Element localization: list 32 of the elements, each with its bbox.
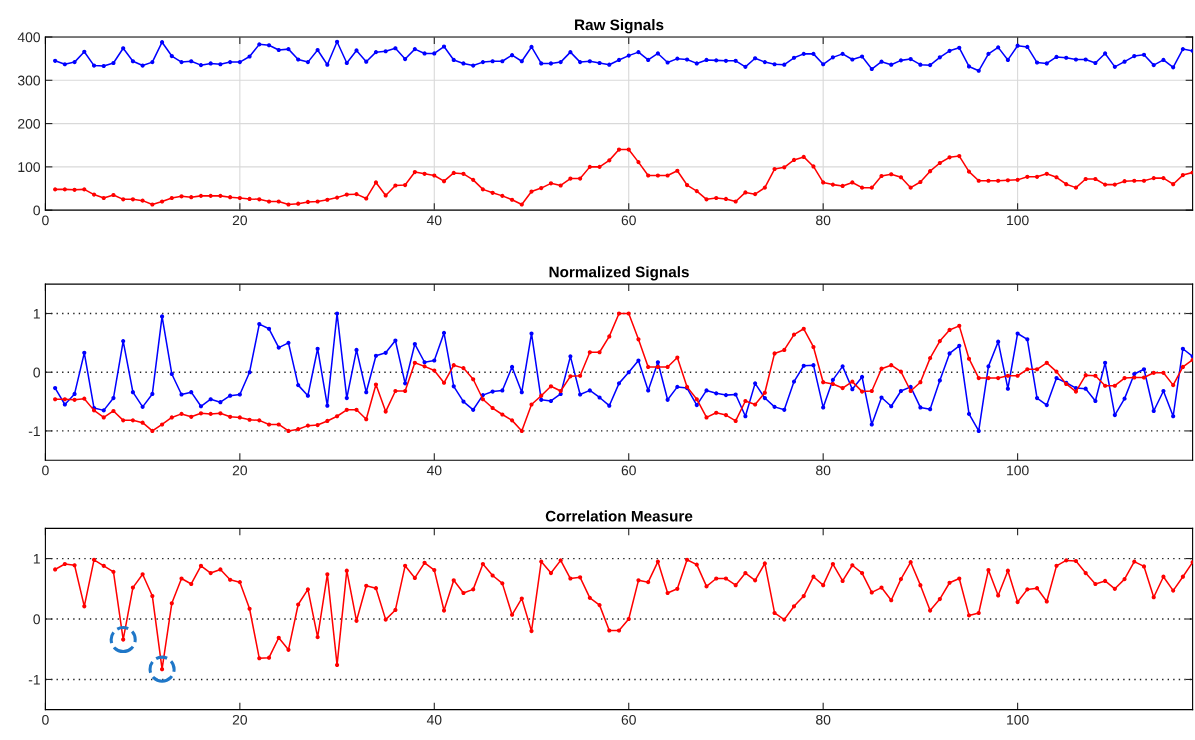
x-tick-label: 100	[1007, 714, 1029, 725]
x-tick-label: 20	[232, 465, 248, 476]
x-tick-label: 100	[1007, 215, 1029, 226]
y-tick-label: 1	[33, 554, 40, 564]
x-tick-label: 40	[426, 215, 442, 226]
x-tick-label: 80	[816, 714, 831, 725]
x-tick-label: 60	[621, 215, 636, 226]
y-tick-label: 0	[33, 205, 41, 216]
x-tick-label: 20	[232, 714, 248, 725]
y-tick-label: 0	[33, 614, 41, 625]
chart-title: Correlation Measure	[545, 510, 693, 522]
x-tick-label: 0	[42, 215, 49, 226]
x-tick-label: 80	[816, 465, 831, 476]
x-tick-label: 20	[232, 215, 248, 226]
x-tick-label: 0	[42, 714, 49, 725]
x-tick-label: 40	[426, 714, 442, 725]
x-tick-label: 60	[621, 714, 636, 725]
chart-title: Raw Signals	[575, 18, 664, 34]
y-tick-label: 400	[17, 32, 41, 43]
x-tick-label: 60	[621, 465, 636, 476]
y-tick-label: -1	[28, 426, 40, 436]
chart-title: Normalized Signals	[549, 266, 689, 281]
y-tick-label: 1	[33, 308, 40, 319]
x-tick-label: 80	[816, 215, 831, 226]
y-tick-label: 300	[17, 75, 41, 86]
x-tick-label: 0	[42, 465, 49, 476]
y-tick-label: 100	[18, 162, 41, 173]
y-tick-label: -1	[28, 674, 40, 685]
y-tick-label: 0	[33, 367, 41, 378]
y-tick-label: 200	[18, 118, 41, 129]
x-tick-label: 40	[426, 465, 442, 476]
x-tick-label: 100	[1007, 465, 1029, 476]
